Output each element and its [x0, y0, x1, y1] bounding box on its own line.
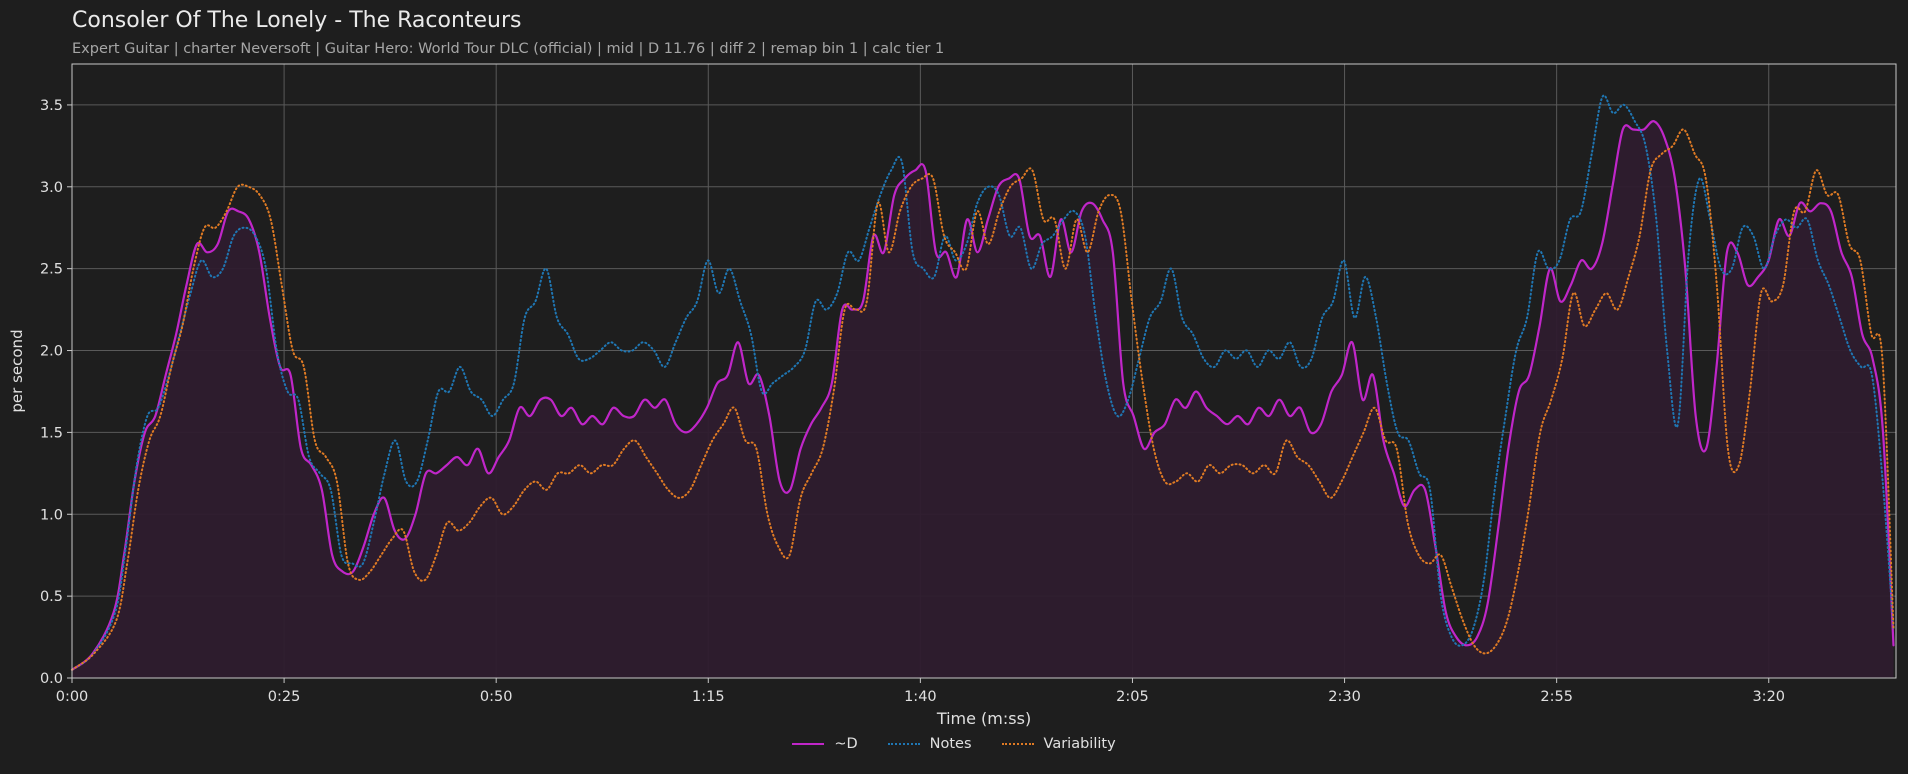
axis-ticks: 0:00 0:25 0:50 1:15 1:40 2:05 2:30 2:55 3:20 0.0 0… [40, 98, 1785, 705]
x-tick-label: 0:00 [56, 689, 89, 705]
x-tick-label: 3:20 [1752, 689, 1785, 705]
legend-item-d: ~D [792, 736, 858, 752]
y-tick-label: 0.0 [40, 671, 63, 687]
y-tick-label: 1.5 [40, 425, 63, 441]
legend-item-variability: Variability [1001, 736, 1116, 752]
x-tick-label: 2:30 [1328, 689, 1361, 705]
area-fill-layer [72, 121, 1894, 678]
x-tick-label: 0:25 [268, 689, 301, 705]
legend-swatch [792, 743, 825, 745]
legend-swatch [887, 743, 920, 745]
y-tick-label: 3.0 [40, 180, 63, 196]
legend-label: Notes [929, 736, 972, 752]
legend-label: Variability [1043, 736, 1116, 752]
chart-legend: ~D Notes Variability [0, 736, 1908, 752]
x-tick-label: 2:05 [1116, 689, 1149, 705]
plot-frame [71, 63, 1897, 679]
y-tick-label: 1.0 [40, 507, 63, 523]
y-axis-label: per second [8, 329, 26, 412]
series-area-d [72, 121, 1894, 678]
y-tick-label: 2.5 [40, 262, 63, 278]
series-line-d [70, 120, 1895, 671]
chart-title: Consoler Of The Lonely - The Raconteurs [72, 8, 522, 33]
legend-label: ~D [834, 736, 858, 752]
legend-item-notes: Notes [887, 736, 972, 752]
y-tick-label: 2.0 [40, 344, 63, 360]
series-line-variability [71, 128, 1895, 671]
y-tick-label: 0.5 [40, 589, 63, 605]
chart-subtitle: Expert Guitar | charter Neversoft | Guit… [72, 41, 945, 57]
series-line-notes [71, 94, 1895, 671]
legend-swatch [1001, 743, 1034, 745]
y-tick-label: 3.5 [40, 98, 63, 114]
x-tick-label: 2:55 [1540, 689, 1573, 705]
x-tick-label: 1:15 [692, 689, 725, 705]
x-tick-label: 0:50 [480, 689, 513, 705]
series-layer [70, 94, 1895, 671]
x-axis-label: Time (m:ss) [936, 709, 1031, 728]
x-tick-label: 1:40 [904, 689, 937, 705]
